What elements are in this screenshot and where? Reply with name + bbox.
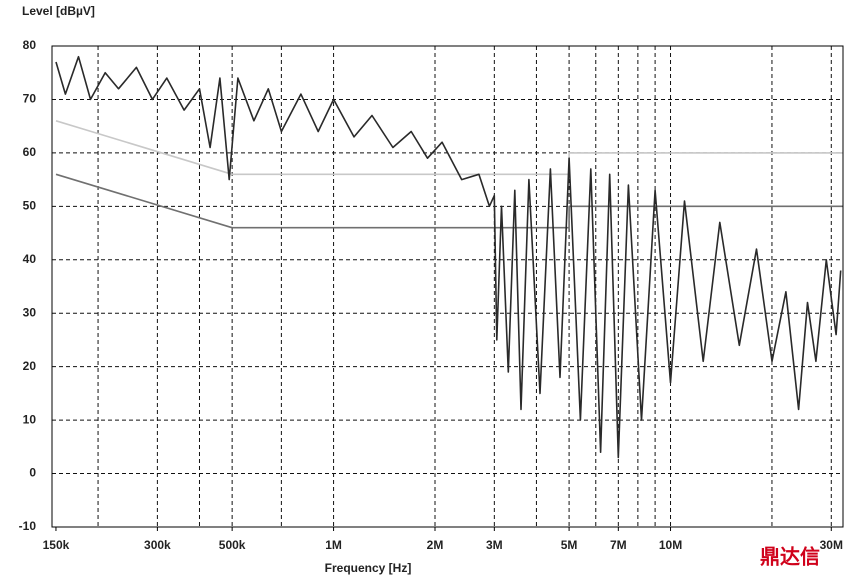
x-tick-label: 150k <box>43 538 70 552</box>
x-tick-label: 2M <box>427 538 444 552</box>
watermark: 鼎达信 <box>760 544 820 568</box>
x-axis-label: Frequency [Hz] <box>325 561 412 575</box>
plot-border <box>51 45 844 528</box>
x-tick-label: 300k <box>144 538 171 552</box>
y-tick-label: 0 <box>29 466 36 480</box>
x-tick-label: 5M <box>561 538 578 552</box>
y-tick-label: 20 <box>23 359 37 373</box>
y-tick-label: 10 <box>23 412 37 426</box>
x-tick-label: 30M <box>820 538 843 552</box>
x-tick-label: 1M <box>325 538 342 552</box>
series-line <box>55 173 843 229</box>
x-tick-label: 500k <box>219 538 246 552</box>
x-tick-label: 7M <box>610 538 627 552</box>
y-tick-label: 80 <box>23 38 37 52</box>
y-tick-label: 30 <box>23 305 37 319</box>
x-tick-label: 3M <box>486 538 503 552</box>
y-tick-label: 60 <box>23 145 37 159</box>
y-tick-label: -10 <box>19 519 37 533</box>
y-tick-label: 50 <box>23 199 37 213</box>
series-line <box>55 55 842 459</box>
y-axis-label: Level [dBµV] <box>22 4 95 18</box>
y-tick-label: 70 <box>23 92 37 106</box>
plot-area <box>52 46 843 527</box>
y-tick-label: 40 <box>23 252 37 266</box>
x-tick-label: 10M <box>659 538 682 552</box>
